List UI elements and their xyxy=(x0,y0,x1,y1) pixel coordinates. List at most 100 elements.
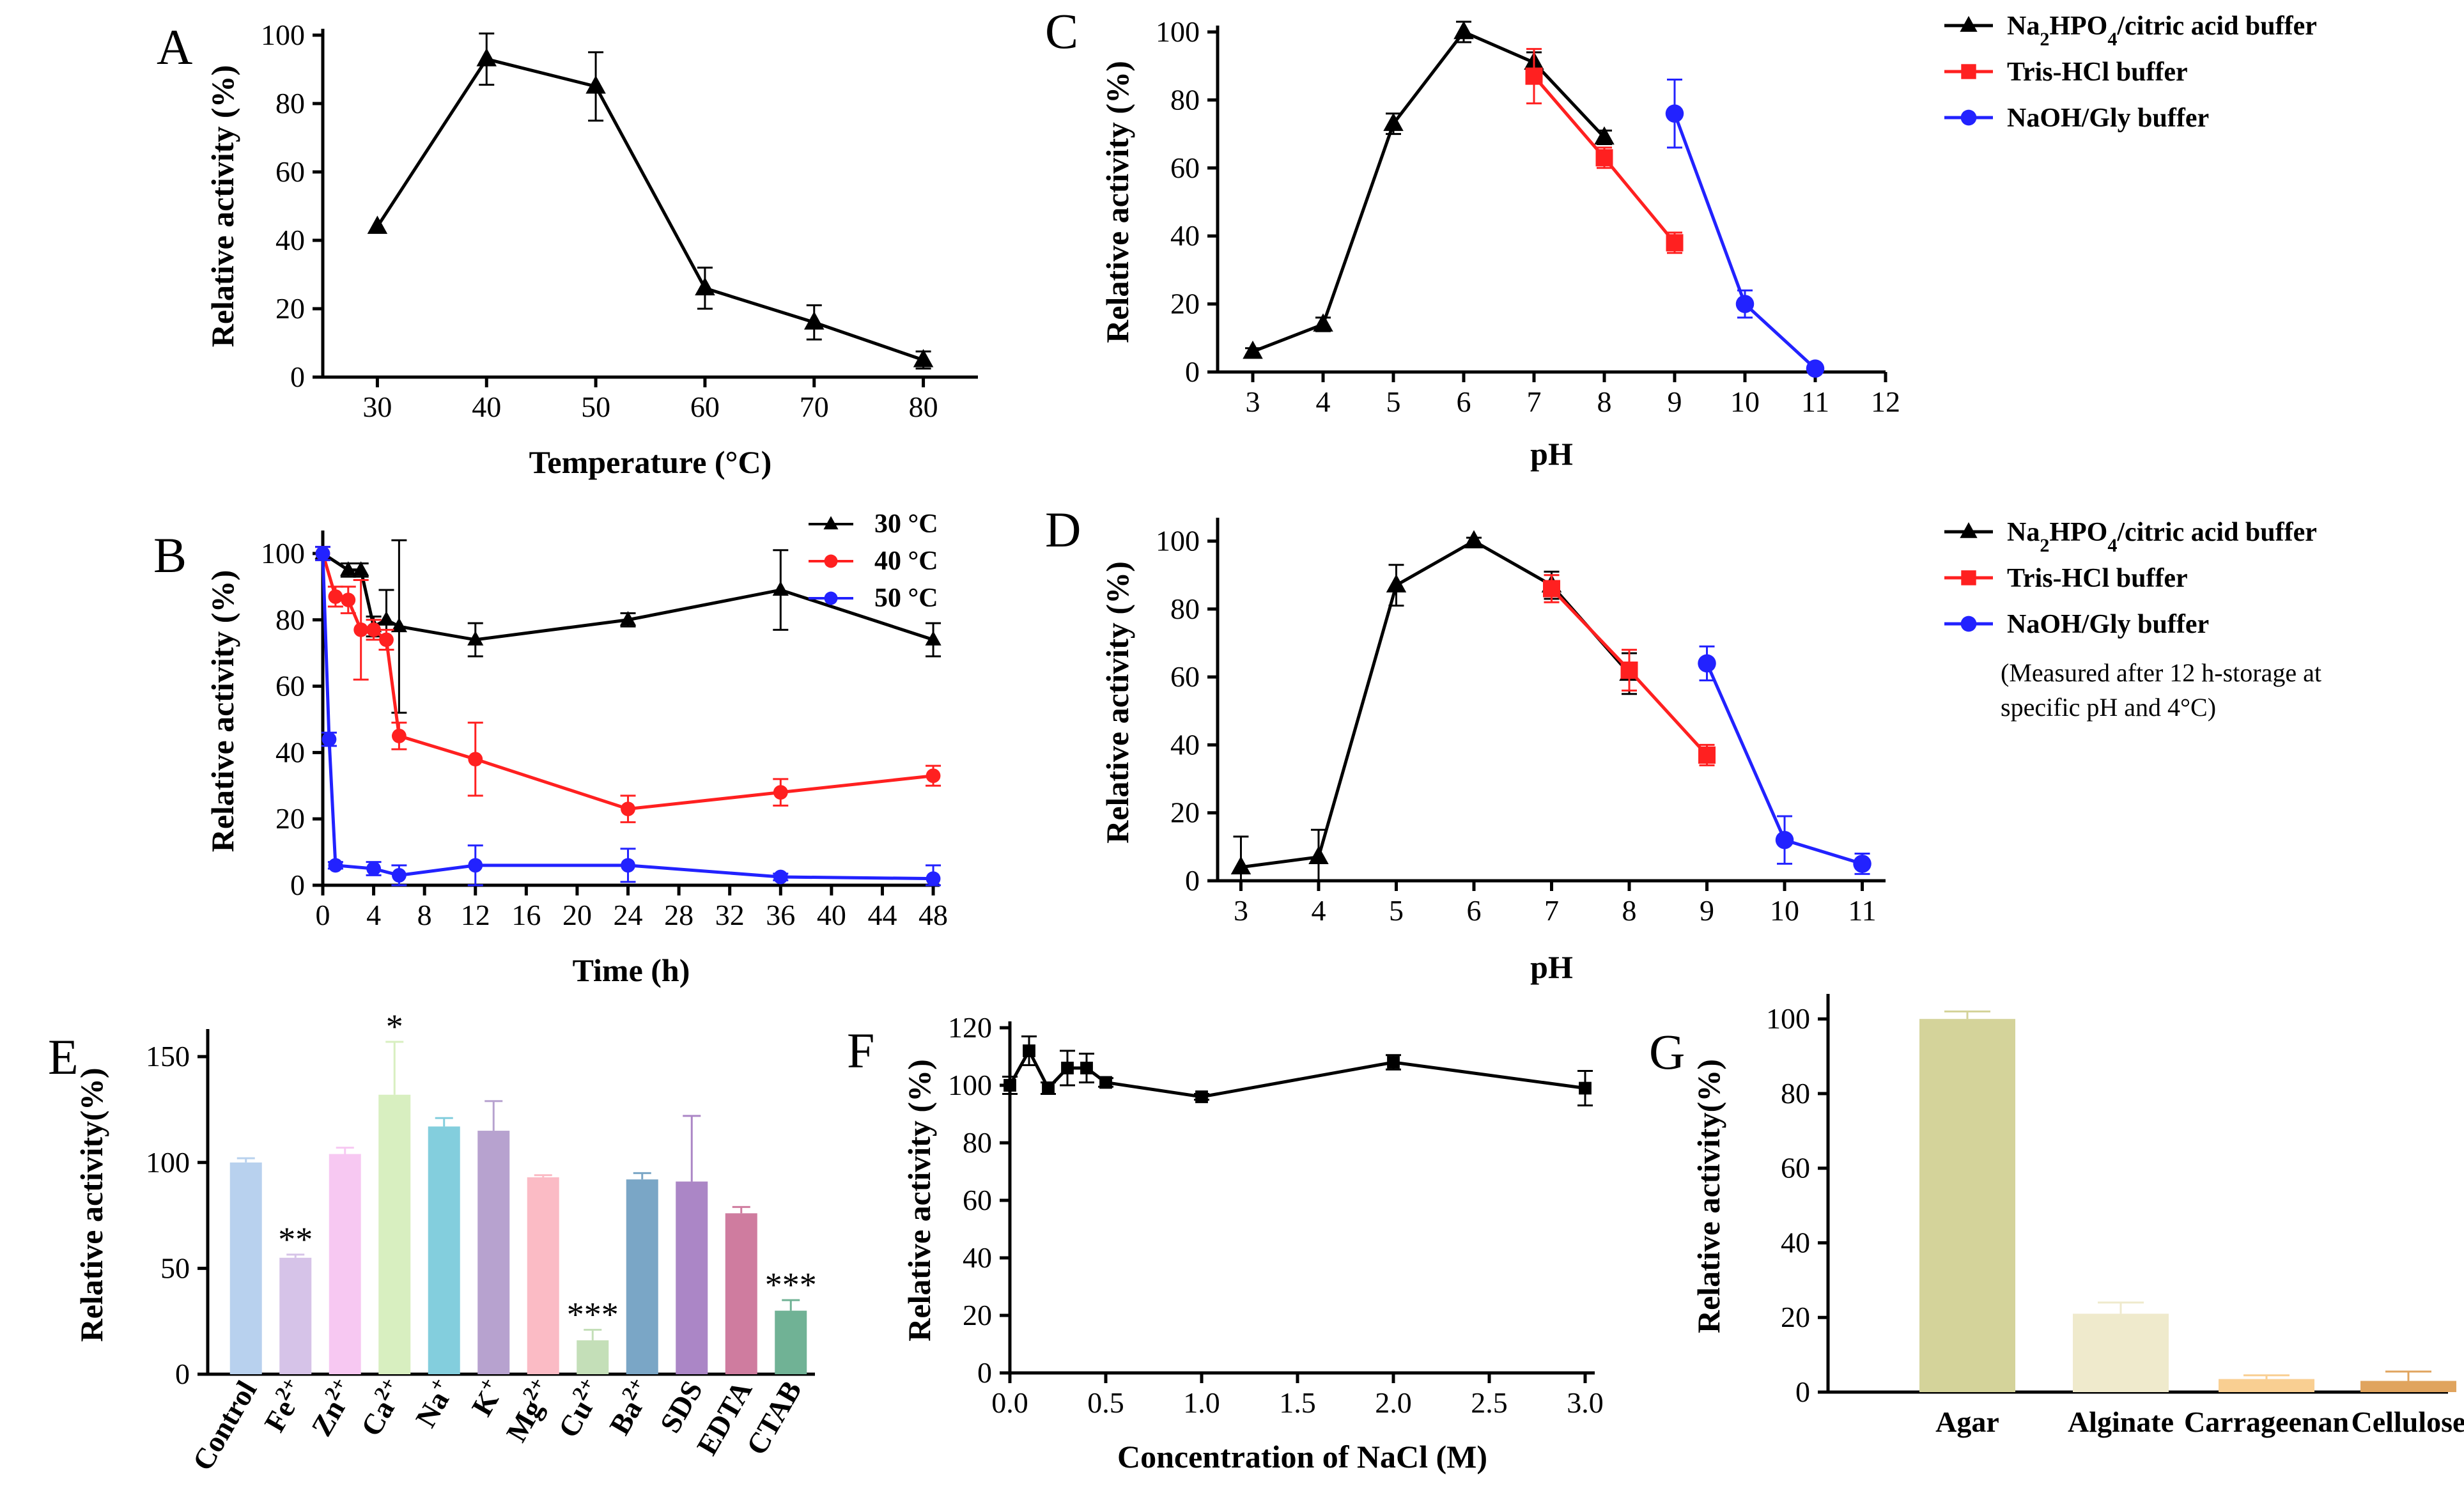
y-tick-label: 20 xyxy=(275,802,305,835)
panel-E: E 0 50 100 150 Relative activity(%) Control ** F… xyxy=(48,1007,817,1476)
y-tick-label: 50 xyxy=(160,1251,190,1284)
y-axis-title: Relative activity(%) xyxy=(74,1067,109,1342)
y-tick-label: 0 xyxy=(175,1358,190,1390)
x-tick-label: 36 xyxy=(766,899,795,931)
x-tick-label: 4 xyxy=(1316,385,1331,418)
y-tick-label: 100 xyxy=(948,1069,992,1101)
x-tick-label: Cellulose xyxy=(2352,1406,2464,1438)
x-axis-title: pH xyxy=(1530,949,1573,985)
series-line xyxy=(321,553,934,881)
legend-label: Tris-HCl buffer xyxy=(2007,564,2188,593)
legend: Na2HPO4/citric acid buffer Tris-HCl buffe… xyxy=(1944,12,2317,133)
data-point-triangle xyxy=(695,277,715,296)
x-tick-label: 50 xyxy=(581,391,610,423)
series-naoh-gly-buffer xyxy=(1665,78,1825,378)
data-point-circle xyxy=(1960,109,1977,126)
x-tick-label: 0.5 xyxy=(1087,1386,1124,1419)
x-tick-label: 40 xyxy=(817,899,846,931)
x-tick-label: 9 xyxy=(1668,385,1682,418)
x-axis-title: Temperature (°C) xyxy=(529,444,772,480)
y-tick-label: 100 xyxy=(261,19,305,51)
x-tick-label: Ba2+ xyxy=(600,1374,659,1441)
bar-control: Control xyxy=(186,1157,263,1476)
x-tick-label: Control xyxy=(186,1375,263,1476)
x-tick-label: 12 xyxy=(461,899,490,931)
bar xyxy=(477,1131,510,1374)
y-tick-label: 60 xyxy=(1170,660,1200,693)
data-point-square xyxy=(1525,67,1543,85)
bar-fe2: ** Fe2+ xyxy=(258,1220,313,1437)
data-point-circle xyxy=(1960,616,1977,632)
data-point-triangle xyxy=(925,631,941,646)
data-point-circle xyxy=(328,858,343,873)
series-line xyxy=(1252,29,1606,353)
data-point-square xyxy=(1042,1081,1055,1095)
series-na2hpo4-citric-acid-buffer xyxy=(1230,530,1639,882)
panel-letter: B xyxy=(153,527,187,583)
bar xyxy=(527,1177,559,1374)
x-tick-label: 30 xyxy=(362,391,392,423)
data-point-circle xyxy=(315,546,330,561)
y-tick-label: 40 xyxy=(1781,1226,1810,1259)
significance-mark: *** xyxy=(765,1266,817,1304)
x-tick-label: 70 xyxy=(800,391,829,423)
y-tick-label: 20 xyxy=(1170,288,1200,320)
data-point-circle xyxy=(926,768,941,784)
data-point-square xyxy=(1080,1062,1093,1074)
legend-label: NaOH/Gly buffer xyxy=(2007,610,2209,639)
x-tick-label: 8 xyxy=(417,899,432,931)
data-point-square xyxy=(1698,746,1716,764)
series-activity xyxy=(1002,1035,1593,1106)
series-tris-hcl-buffer xyxy=(1543,574,1716,766)
data-point-square xyxy=(1961,64,1976,79)
y-tick-label: 0 xyxy=(290,869,305,901)
significance-mark: *** xyxy=(567,1295,619,1333)
data-point-triangle xyxy=(476,48,497,66)
data-point-triangle xyxy=(367,215,388,234)
data-point-circle xyxy=(341,593,356,608)
panel-G: G 0 20 40 60 80 100 Relative activity(%) Agar Alg… xyxy=(1649,994,2464,1438)
y-tick-label: 40 xyxy=(275,224,305,256)
y-axis-title: Relative activity(%) xyxy=(1691,1059,1726,1333)
x-axis-title: Time (h) xyxy=(573,952,690,988)
data-point-square xyxy=(1579,1081,1592,1095)
x-tick-label: Agar xyxy=(1935,1406,1999,1438)
x-tick-label: 7 xyxy=(1544,894,1559,927)
x-tick-label: 0.0 xyxy=(991,1386,1028,1419)
y-tick-label: 60 xyxy=(1170,151,1200,184)
data-point-circle xyxy=(1665,104,1684,123)
x-tick-label: Ca2+ xyxy=(351,1374,412,1442)
data-point-square xyxy=(1595,149,1613,167)
data-point-circle xyxy=(1698,654,1716,673)
y-tick-label: 20 xyxy=(1170,796,1200,829)
data-point-triangle xyxy=(585,75,606,94)
x-tick-label: 44 xyxy=(867,899,897,931)
x-tick-label: 3 xyxy=(1246,385,1260,418)
data-point-triangle xyxy=(1464,530,1484,548)
data-point-triangle xyxy=(1960,522,1978,538)
x-tick-label: 2.0 xyxy=(1375,1386,1412,1419)
data-point-triangle xyxy=(804,311,825,330)
bar-cellulose: Cellulose xyxy=(2352,1370,2464,1438)
x-tick-label: 1.5 xyxy=(1279,1386,1316,1419)
bar xyxy=(775,1310,807,1374)
x-tick-label: Mg2+ xyxy=(497,1374,561,1448)
panel-letter: F xyxy=(847,1023,874,1078)
legend-label: 40 °C xyxy=(874,546,938,576)
x-tick-label: 4 xyxy=(1311,894,1326,927)
data-point-circle xyxy=(391,868,407,883)
series-40-c xyxy=(315,546,941,823)
data-point-triangle xyxy=(1230,856,1251,874)
x-axis-title: pH xyxy=(1530,436,1573,472)
data-point-square xyxy=(1061,1062,1074,1074)
annotation-text: specific pH and 4°C) xyxy=(2001,693,2216,722)
data-point-circle xyxy=(773,869,788,885)
legend-label: Na2HPO4/citric acid buffer xyxy=(2007,518,2317,556)
panel-D: D 0 20 40 60 80 100 Relative activity (%) 3 4 5 6 7 8… xyxy=(1045,502,2321,985)
x-tick-label: 5 xyxy=(1386,385,1401,418)
data-point-triangle xyxy=(619,610,637,626)
y-tick-label: 0 xyxy=(1185,355,1200,388)
bar-agar: Agar xyxy=(1919,1011,2015,1438)
bar xyxy=(2360,1381,2456,1392)
data-point-square xyxy=(1195,1090,1208,1103)
